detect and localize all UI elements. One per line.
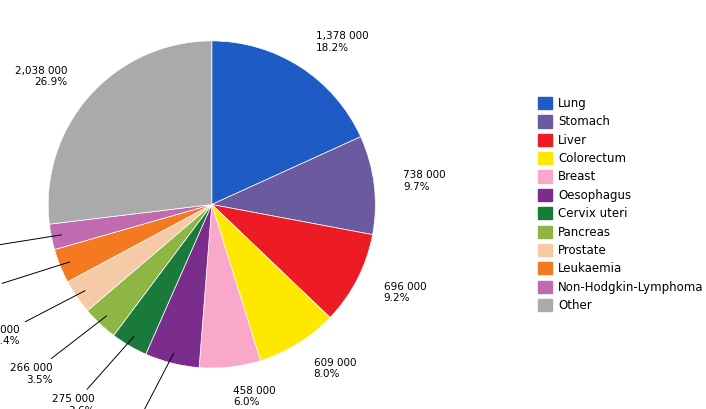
Text: 258 000
3.4%: 258 000 3.4% xyxy=(0,291,85,346)
Text: 458 000
6.0%: 458 000 6.0% xyxy=(234,386,276,407)
Text: 609 000
8.0%: 609 000 8.0% xyxy=(313,358,356,380)
Wedge shape xyxy=(48,41,212,224)
Wedge shape xyxy=(212,204,330,361)
Text: 1,378 000
18.2%: 1,378 000 18.2% xyxy=(316,31,369,53)
Wedge shape xyxy=(145,204,212,368)
Text: 275 000
3.6%: 275 000 3.6% xyxy=(52,337,134,409)
Wedge shape xyxy=(114,204,212,354)
Wedge shape xyxy=(212,41,361,205)
Wedge shape xyxy=(212,204,373,317)
Wedge shape xyxy=(49,204,212,249)
Text: 257 000
3.4%: 257 000 3.4% xyxy=(0,262,70,303)
Legend: Lung, Stomach, Liver, Colorectum, Breast, Oesophagus, Cervix uteri, Pancreas, Pr: Lung, Stomach, Liver, Colorectum, Breast… xyxy=(534,94,706,315)
Wedge shape xyxy=(212,137,376,235)
Wedge shape xyxy=(68,204,212,311)
Text: 738 000
9.7%: 738 000 9.7% xyxy=(403,171,446,192)
Text: 266 000
3.5%: 266 000 3.5% xyxy=(10,316,107,384)
Text: 2,038 000
26.9%: 2,038 000 26.9% xyxy=(15,66,67,87)
Wedge shape xyxy=(199,204,261,368)
Wedge shape xyxy=(88,204,212,335)
Text: 191 000
2.5%: 191 000 2.5% xyxy=(0,235,61,261)
Text: 407 000
5.4%: 407 000 5.4% xyxy=(113,353,174,409)
Text: 696 000
9.2%: 696 000 9.2% xyxy=(383,282,426,303)
Wedge shape xyxy=(54,204,212,282)
